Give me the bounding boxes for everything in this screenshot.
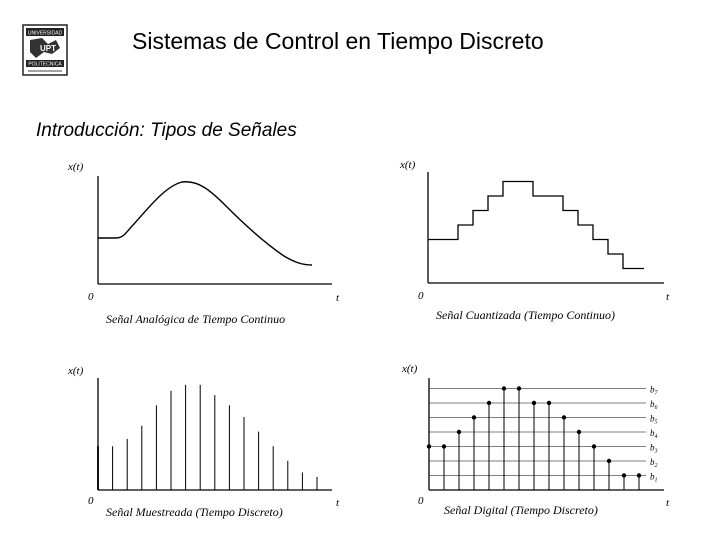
digital-level-label: b1: [650, 472, 658, 484]
digital-panel: b1 b2 b3 b4 b5 b6 b7 x(t) 0 t Señal Digital (T…: [401, 363, 670, 517]
digital-sample-dot: [546, 400, 552, 406]
sampled-panel: x(t) 0 t Señal Muestreada (Tiempo Discre…: [67, 365, 340, 519]
quantized-caption: Señal Cuantizada (Tiempo Continuo): [436, 308, 615, 322]
digital-xlabel: t: [666, 497, 670, 509]
slide-subtitle: Introducción: Tipos de Señales: [36, 120, 297, 141]
digital-level-label: b2: [650, 457, 658, 469]
quantized-xlabel: t: [666, 291, 670, 303]
digital-sample-dot: [636, 473, 642, 478]
quantized-signal-steps: [428, 180, 644, 270]
digital-sample-dot: [576, 429, 582, 435]
digital-ylabel: x(t): [401, 363, 418, 375]
digital-sample-dot: [426, 444, 432, 449]
quantized-panel: x(t) 0 t Señal Cuantizada (Tiempo Contin…: [399, 159, 670, 322]
logo-line-3: POLITECNICA: [28, 62, 62, 68]
digital-sample-dot: [621, 473, 627, 478]
analog-origin: 0: [88, 291, 94, 303]
sampled-caption: Señal Muestreada (Tiempo Discreto): [106, 505, 283, 519]
digital-sample-dot: [516, 386, 522, 391]
digital-sample-dot: [486, 400, 492, 406]
analog-panel: x(t) 0 t Señal Analógica de Tiempo Conti…: [67, 161, 340, 326]
analog-xlabel: t: [336, 292, 340, 304]
digital-level-label: b7: [650, 385, 659, 397]
digital-level-label: b5: [650, 414, 658, 426]
sampled-origin: 0: [88, 495, 94, 507]
logo-line-2: UPT: [40, 44, 56, 53]
quantized-origin: 0: [418, 290, 424, 302]
slide-title: Sistemas de Control en Tiempo Discreto: [132, 28, 544, 54]
digital-sample-dot: [501, 386, 507, 391]
sampled-ylabel: x(t): [67, 365, 84, 377]
digital-level-label: b4: [650, 428, 658, 440]
digital-sample-dot: [561, 415, 567, 420]
digital-level-label: b6: [650, 399, 658, 411]
digital-sample-dot: [606, 458, 612, 464]
digital-sample-dot: [456, 429, 462, 435]
analog-signal-curve: [98, 181, 313, 266]
digital-sample-dot: [441, 444, 447, 449]
digital-sample-dot: [591, 444, 597, 449]
analog-caption: Señal Analógica de Tiempo Continuo: [106, 312, 285, 326]
logo-line-1: UNIVERSIDAD: [28, 31, 63, 37]
analog-ylabel: x(t): [67, 161, 84, 173]
digital-sample-dot: [531, 400, 537, 406]
digital-level-label: b3: [650, 443, 658, 455]
university-logo-icon: UNIVERSIDAD UPT POLITECNICA: [22, 24, 68, 76]
sampled-xlabel: t: [336, 497, 340, 509]
quantized-ylabel: x(t): [399, 159, 416, 171]
digital-sample-dot: [471, 415, 477, 420]
digital-origin: 0: [418, 495, 424, 507]
digital-caption: Señal Digital (Tiempo Discreto): [444, 503, 598, 517]
